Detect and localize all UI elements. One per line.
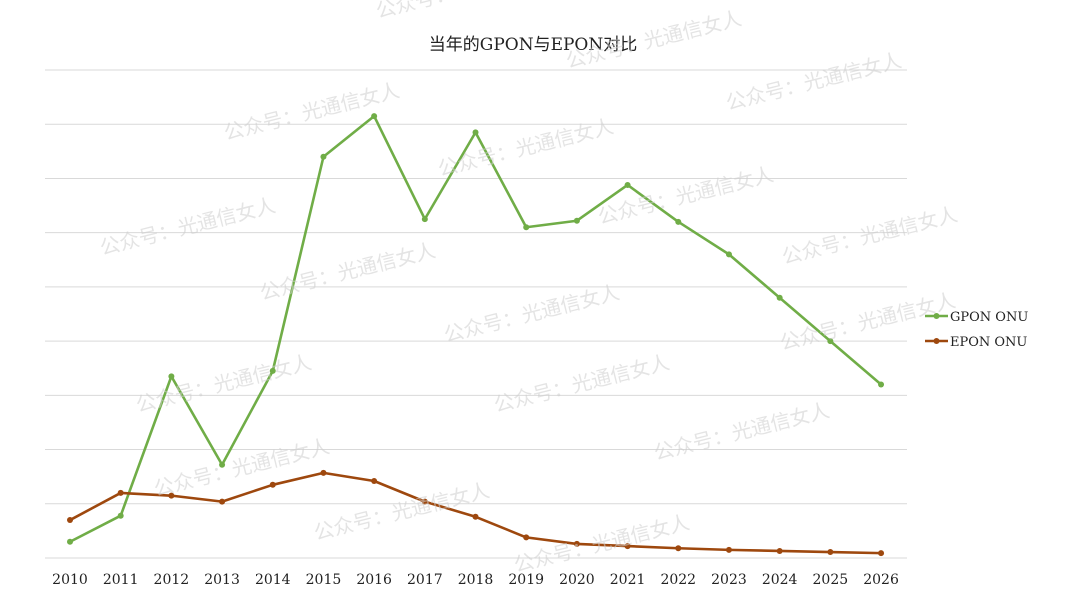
data-point <box>473 129 479 135</box>
watermark-text: 公众号：光通信女人 <box>133 350 313 417</box>
data-point <box>67 539 73 545</box>
data-point <box>371 113 377 119</box>
data-point <box>118 490 124 496</box>
x-tick-label: 2014 <box>255 572 291 588</box>
data-point <box>168 373 174 379</box>
data-point <box>523 224 529 230</box>
x-tick-label: 2013 <box>204 572 240 588</box>
x-axis-ticks: 2010 2011 2012 2013 2014 2015 2016 2017 2018 2019… <box>52 572 899 588</box>
data-point <box>118 513 124 519</box>
watermark-text: 公众号：光通信女人 <box>257 238 437 305</box>
watermark-text: 公众号：光通信女人 <box>595 162 775 229</box>
x-tick-label: 2024 <box>762 572 798 588</box>
data-point <box>625 182 631 188</box>
data-point <box>675 219 681 225</box>
x-tick-label: 2015 <box>306 572 342 588</box>
legend-label: GPON ONU <box>950 310 1028 325</box>
data-point <box>320 154 326 160</box>
watermark-text: 公众号：光通信女人 <box>373 0 553 23</box>
watermark-text: 公众号：光通信女人 <box>511 510 691 577</box>
data-point <box>827 549 833 555</box>
x-tick-label: 2022 <box>660 572 696 588</box>
data-point <box>574 218 580 224</box>
watermark-text: 公众号：光通信女人 <box>441 280 621 347</box>
watermark-text: 公众号：光通信女人 <box>151 434 331 501</box>
watermark-text: 公众号：光通信女人 <box>491 350 671 417</box>
watermark-text: 公众号：光通信女人 <box>311 478 491 545</box>
x-tick-label: 2020 <box>559 572 595 588</box>
data-point <box>371 478 377 484</box>
x-tick-label: 2017 <box>407 572 443 588</box>
data-point <box>726 251 732 257</box>
watermark-text: 公众号：光通信女人 <box>97 193 277 260</box>
x-tick-label: 2018 <box>458 572 494 588</box>
legend-marker <box>934 338 940 344</box>
watermarks: 公众号：光通信女人公众号：光通信女人公众号：光通信女人公众号：光通信女人公众号：… <box>97 0 959 577</box>
watermark-text: 公众号：光通信女人 <box>651 398 831 465</box>
data-point <box>777 548 783 554</box>
legend: GPON ONU EPON ONU <box>925 310 1028 350</box>
watermark-text: 公众号：光通信女人 <box>779 202 959 269</box>
watermark-text: 公众号：光通信女人 <box>723 48 903 115</box>
x-tick-label: 2016 <box>356 572 392 588</box>
legend-label: EPON ONU <box>950 335 1027 350</box>
data-point <box>422 216 428 222</box>
watermark-text: 公众号：光通信女人 <box>221 78 401 145</box>
x-tick-label: 2025 <box>813 572 849 588</box>
x-tick-label: 2011 <box>103 572 139 588</box>
data-point <box>777 295 783 301</box>
watermark-text: 公众号：光通信女人 <box>777 288 957 355</box>
data-point <box>67 517 73 523</box>
data-point <box>726 547 732 553</box>
data-point <box>219 499 225 505</box>
data-point <box>320 470 326 476</box>
x-tick-label: 2021 <box>610 572 646 588</box>
data-point <box>878 381 884 387</box>
data-point <box>675 545 681 551</box>
x-tick-label: 2023 <box>711 572 747 588</box>
x-tick-label: 2010 <box>52 572 88 588</box>
x-tick-label: 2012 <box>154 572 190 588</box>
data-point <box>270 482 276 488</box>
data-point <box>878 550 884 556</box>
x-tick-label: 2026 <box>863 572 899 588</box>
data-point <box>473 514 479 520</box>
data-point <box>523 534 529 540</box>
